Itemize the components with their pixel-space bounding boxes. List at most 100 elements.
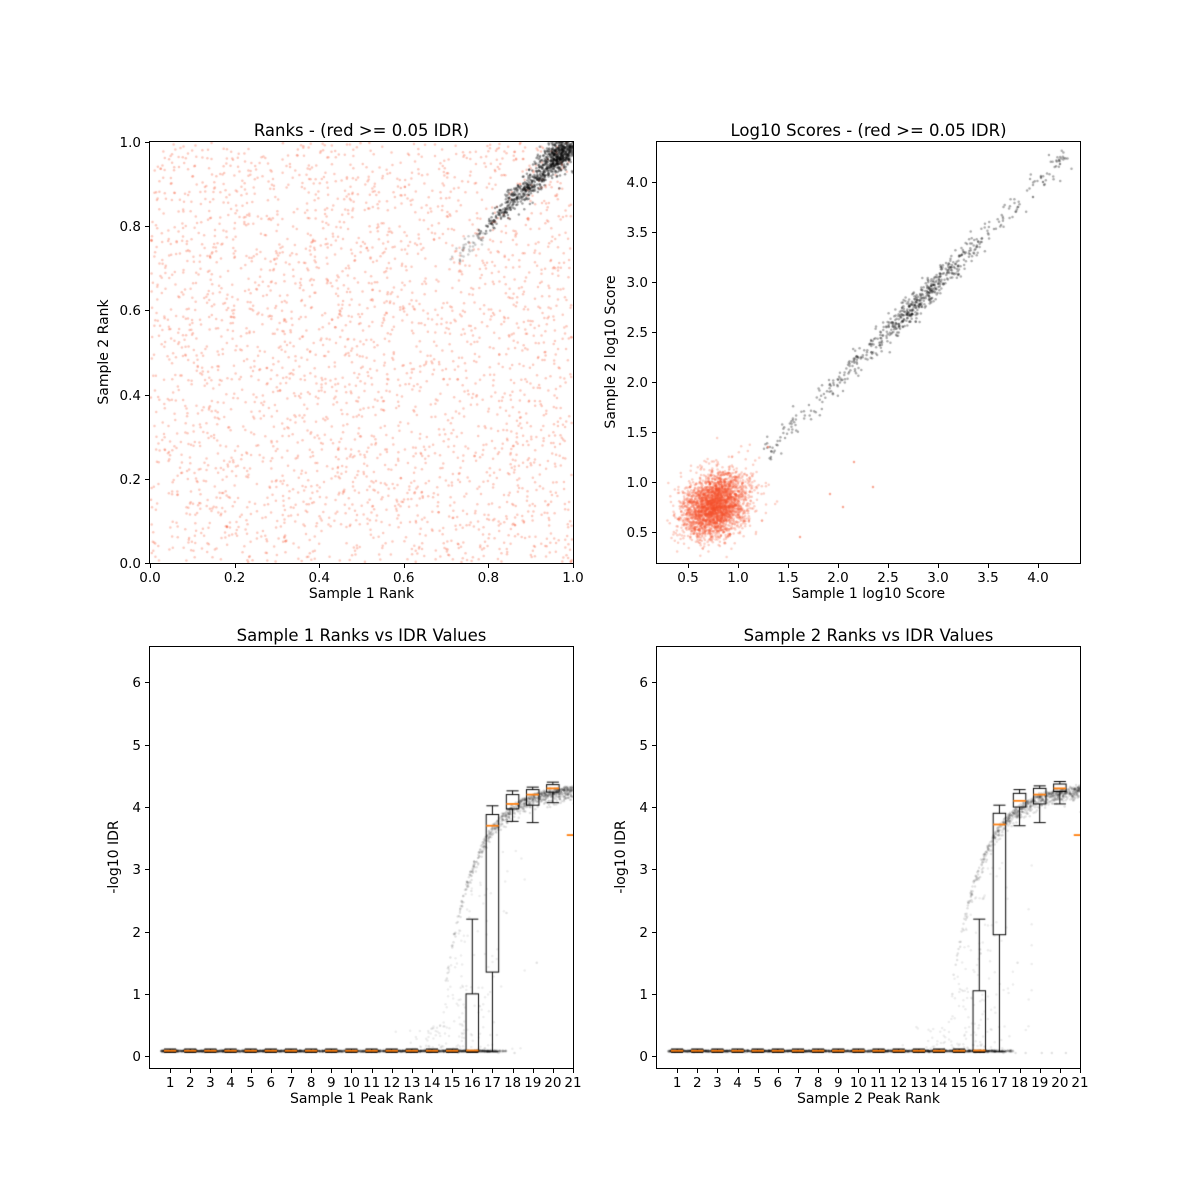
x-tickmark [452, 1069, 454, 1073]
x-tickmark [391, 1069, 393, 1073]
y-tick-label: 3.0 [626, 275, 648, 291]
x-tick-label: 5 [753, 1075, 762, 1091]
x-tick-label: 1.0 [562, 570, 584, 586]
x-tick-label: 16 [970, 1075, 988, 1091]
sample2-idr-box-canvas [657, 647, 1080, 1068]
x-tickmark [999, 1069, 1001, 1073]
y-tick-label: 2.5 [626, 325, 648, 341]
y-tickmark [145, 807, 149, 809]
x-tick-label: 9 [326, 1075, 336, 1091]
y-tick-label: 0.0 [119, 556, 141, 572]
x-tickmark [472, 1069, 474, 1073]
y-tickmark [652, 993, 656, 995]
x-tickmark [1038, 564, 1039, 568]
x-tickmark [818, 1069, 820, 1073]
x-tickmark [1039, 1069, 1041, 1073]
x-tickmark [270, 1069, 272, 1073]
y-tick-label: 0.6 [119, 303, 141, 320]
x-tickmark [798, 1069, 799, 1073]
x-tickmark [988, 564, 989, 568]
x-tick-label: 19 [524, 1075, 542, 1091]
xlabel-sample1-peak-rank: Sample 1 Peak Rank [290, 1091, 433, 1107]
x-tick-label: 6 [773, 1075, 783, 1091]
x-tickmark [291, 1069, 292, 1073]
x-tick-label: 11 [362, 1075, 381, 1091]
x-tick-label: 2 [692, 1075, 702, 1091]
x-tickmark [777, 1069, 779, 1073]
x-tickmark [838, 1069, 840, 1073]
x-tick-label: 10 [849, 1075, 868, 1091]
x-tickmark [492, 1069, 494, 1073]
x-tick-label: 2.0 [827, 570, 849, 586]
x-tickmark [573, 564, 574, 568]
plot-title-sample2-idr: Sample 2 Ranks vs IDR Values [743, 626, 994, 645]
y-tick-label: 4 [132, 800, 141, 817]
x-tickmark [230, 1069, 232, 1073]
x-tickmark [677, 1069, 679, 1073]
x-tick-label: 2 [185, 1075, 195, 1091]
y-tick-label: 5 [639, 737, 648, 754]
y-tick-label: 0 [132, 1049, 141, 1066]
x-tickmark [737, 1069, 739, 1073]
x-tick-label: 13 [403, 1075, 421, 1091]
x-tick-label: 10 [342, 1075, 361, 1091]
y-tickmark [652, 232, 656, 233]
y-tick-label: 0.8 [119, 219, 141, 236]
y-tickmark [652, 482, 656, 483]
x-tickmark [411, 1069, 413, 1073]
x-tick-label: 5 [246, 1075, 255, 1091]
x-tickmark [311, 1069, 313, 1073]
y-tick-label: 1.0 [626, 475, 648, 491]
x-tick-label: 0.5 [677, 570, 699, 586]
y-tickmark [145, 310, 149, 312]
y-tick-label: 0 [639, 1049, 648, 1066]
x-tick-label: 18 [1010, 1075, 1029, 1091]
x-tickmark [331, 1069, 333, 1073]
x-tick-label: 0.2 [223, 570, 246, 586]
y-tick-label: 3.5 [626, 225, 648, 241]
y-tickmark [145, 993, 149, 995]
x-tickmark [319, 564, 321, 568]
x-tick-label: 1.5 [777, 570, 799, 586]
x-tickmark [170, 1069, 172, 1073]
x-tick-label: 4.0 [1027, 570, 1049, 586]
x-tickmark [717, 1069, 719, 1073]
y-tickmark [145, 226, 149, 228]
axes-sample1-idr [149, 646, 574, 1069]
y-tickmark [652, 1056, 656, 1058]
x-tickmark [979, 1069, 981, 1073]
x-tick-label: 3 [713, 1075, 722, 1091]
x-tick-label: 3.0 [927, 570, 949, 586]
x-tick-label: 4 [226, 1075, 235, 1091]
y-tickmark [145, 744, 149, 746]
x-tick-label: 15 [950, 1075, 968, 1091]
x-tickmark [888, 564, 889, 568]
x-tick-label: 19 [1031, 1075, 1049, 1091]
ylabel-neglog10-idr-right: -log10 IDR [613, 820, 629, 894]
x-tick-label: 20 [544, 1075, 562, 1091]
y-tick-label: 2 [132, 924, 141, 941]
y-tickmark [145, 869, 149, 871]
x-tick-label: 12 [890, 1075, 908, 1091]
y-tickmark [145, 478, 149, 480]
y-tick-label: 0.2 [119, 471, 141, 488]
x-tick-label: 4 [733, 1075, 742, 1091]
x-tickmark [757, 1069, 759, 1073]
x-tick-label: 20 [1051, 1075, 1069, 1091]
x-tick-label: 1 [672, 1075, 682, 1091]
x-tickmark [403, 564, 405, 568]
y-tick-label: 1 [639, 986, 648, 1003]
y-tickmark [145, 394, 149, 396]
x-tickmark [878, 1069, 880, 1073]
y-tick-label: 0.5 [626, 525, 648, 541]
y-tickmark [145, 142, 149, 143]
x-tick-label: 0.0 [139, 570, 161, 586]
x-tick-label: 6 [266, 1075, 276, 1091]
ylabel-sample2-rank: Sample 2 Rank [96, 299, 112, 405]
x-tick-label: 8 [813, 1075, 823, 1091]
y-tick-label: 6 [639, 675, 648, 692]
y-tick-label: 3 [132, 862, 141, 879]
xlabel-sample1-log10score: Sample 1 log10 Score [791, 586, 946, 602]
x-tick-label: 0.4 [308, 570, 330, 586]
